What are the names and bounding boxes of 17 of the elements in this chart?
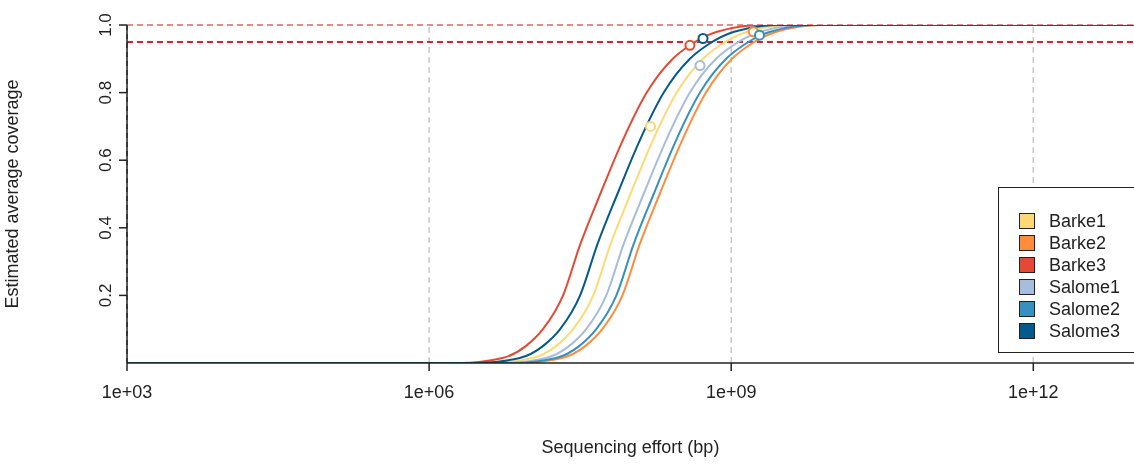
x-tick-label: 1e+12: [1008, 381, 1059, 402]
y-tick-label: 0.2: [96, 283, 115, 308]
legend-label: Salome2: [1048, 298, 1120, 320]
legend-label: Barke3: [1048, 254, 1106, 276]
x-tick-label: 1e+03: [101, 381, 153, 402]
y-tick-label: 0.6: [96, 148, 115, 173]
y-tick-label: 0.8: [96, 80, 115, 105]
legend-label: Barke1: [1048, 210, 1106, 232]
y-tick-label: 0.4: [96, 215, 115, 240]
legend-label: Salome1: [1048, 276, 1120, 298]
y-axis-title: Estimated average coverage: [2, 79, 23, 309]
x-axis-title: Sequencing effort (bp): [541, 437, 720, 457]
y-tick-label: 1.0: [96, 13, 115, 37]
x-tick-label: 1e+09: [705, 381, 757, 402]
legend-label: Salome3: [1048, 320, 1120, 342]
legend-label: Barke2: [1048, 232, 1106, 254]
x-tick-label: 1e+06: [403, 381, 455, 402]
